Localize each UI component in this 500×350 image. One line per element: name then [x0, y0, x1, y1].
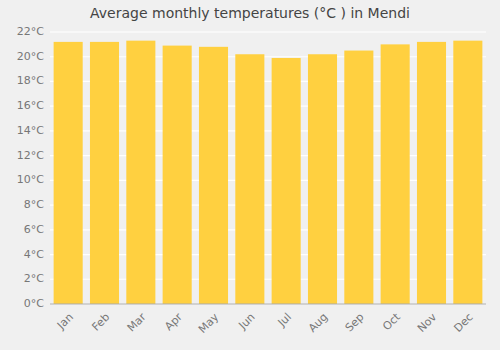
bar — [308, 54, 337, 304]
bar — [235, 54, 264, 304]
bar — [272, 58, 301, 304]
x-tick-label: May — [196, 310, 222, 336]
x-tick-label: Dec — [451, 311, 475, 335]
x-tick-label: Apr — [162, 310, 185, 333]
x-axis-line — [50, 304, 486, 305]
y-tick-label: 22°C — [17, 25, 44, 38]
y-tick-label: 18°C — [17, 74, 44, 87]
y-tick-label: 4°C — [24, 248, 44, 261]
x-tick-label: Jun — [236, 311, 258, 333]
x-tick-label: Mar — [125, 310, 149, 334]
y-tick-label: 2°C — [24, 272, 44, 285]
y-tick-label: 12°C — [17, 149, 44, 162]
y-axis: 0°C 2°C 4°C 6°C 8°C 10°C 12°C 14°C 16°C 18°C 20°C 2… — [17, 25, 44, 310]
grid — [50, 32, 486, 304]
x-tick-label: Sep — [343, 311, 367, 335]
bars — [54, 41, 483, 304]
x-tick-label: Jul — [275, 311, 294, 330]
x-tick-label: Oct — [380, 310, 403, 333]
bar — [199, 47, 228, 304]
y-tick-label: 10°C — [17, 173, 44, 186]
chart-svg: 0°C 2°C 4°C 6°C 8°C 10°C 12°C 14°C 16°C 18°C 20°C 2… — [0, 0, 500, 350]
y-tick-label: 20°C — [17, 50, 44, 63]
bar — [417, 42, 446, 304]
x-axis: Jan Feb Mar Apr May Jun Jul Aug Sep Oct Nov Dec — [50, 304, 486, 336]
chart-container: 0°C 2°C 4°C 6°C 8°C 10°C 12°C 14°C 16°C 18°C 20°C 2… — [0, 0, 500, 350]
y-tick-label: 6°C — [24, 223, 44, 236]
y-tick-label: 8°C — [24, 198, 44, 211]
bar — [90, 42, 119, 304]
x-tick-label: Jan — [54, 311, 76, 333]
y-tick-label: 16°C — [17, 99, 44, 112]
y-tick-label: 0°C — [24, 297, 44, 310]
bar — [54, 42, 83, 304]
bar — [126, 41, 155, 304]
x-tick-label: Feb — [89, 311, 112, 334]
grid-line — [50, 303, 486, 304]
bar — [453, 41, 482, 304]
y-tick-label: 14°C — [17, 124, 44, 137]
grid-line — [50, 31, 486, 32]
bar — [381, 44, 410, 304]
title: Average monthly temperatures (°C ) in Me… — [90, 5, 410, 21]
x-tick-label: Aug — [306, 311, 330, 335]
bar — [163, 46, 192, 304]
x-tick-label: Nov — [415, 310, 440, 335]
bar — [344, 51, 373, 304]
